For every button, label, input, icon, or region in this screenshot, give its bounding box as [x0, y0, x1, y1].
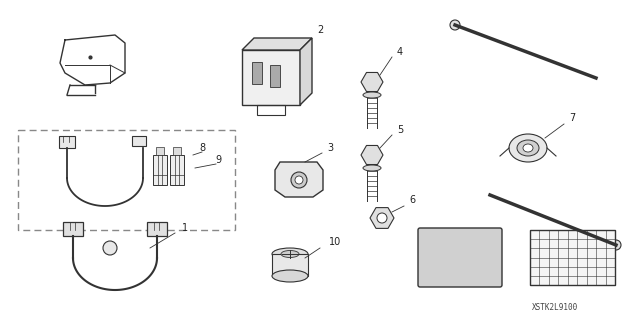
Ellipse shape — [103, 241, 117, 255]
Ellipse shape — [509, 134, 547, 162]
Bar — [63, 222, 83, 236]
Bar — [272, 254, 308, 276]
Ellipse shape — [611, 240, 621, 250]
Text: 5: 5 — [397, 125, 403, 135]
Polygon shape — [242, 38, 312, 50]
Text: 4: 4 — [397, 47, 403, 57]
Bar — [173, 147, 181, 155]
Text: XSTK2L9100: XSTK2L9100 — [532, 303, 578, 313]
Text: 9: 9 — [215, 155, 221, 165]
Bar — [242, 50, 300, 105]
Bar — [18, 130, 235, 230]
Text: 10: 10 — [329, 237, 341, 247]
Ellipse shape — [517, 140, 539, 156]
Ellipse shape — [363, 92, 381, 98]
Ellipse shape — [450, 20, 460, 30]
Ellipse shape — [281, 250, 299, 257]
Polygon shape — [275, 162, 323, 197]
Ellipse shape — [295, 176, 303, 184]
Bar — [59, 136, 75, 148]
Text: 8: 8 — [199, 143, 205, 153]
Ellipse shape — [377, 213, 387, 223]
Ellipse shape — [523, 144, 533, 152]
Text: 6: 6 — [409, 195, 415, 205]
FancyBboxPatch shape — [418, 228, 502, 287]
Ellipse shape — [363, 165, 381, 171]
Text: 3: 3 — [327, 143, 333, 153]
Bar — [132, 136, 146, 146]
Bar — [147, 222, 167, 236]
Ellipse shape — [272, 270, 308, 282]
Polygon shape — [300, 38, 312, 105]
Bar — [257, 105, 285, 115]
Bar — [252, 62, 262, 84]
Text: 7: 7 — [569, 113, 575, 123]
Ellipse shape — [291, 172, 307, 188]
Ellipse shape — [272, 248, 308, 260]
Bar — [156, 147, 164, 155]
Bar — [270, 65, 280, 87]
Text: 2: 2 — [317, 25, 323, 35]
Bar — [530, 230, 615, 285]
Bar — [153, 155, 167, 185]
Text: 1: 1 — [182, 223, 188, 233]
Bar — [170, 155, 184, 185]
